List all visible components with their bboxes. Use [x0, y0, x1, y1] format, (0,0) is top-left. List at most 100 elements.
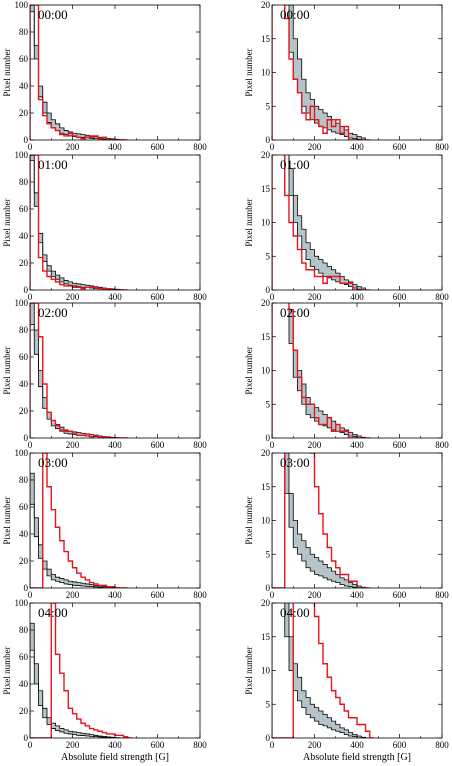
- y-tick-label: 5: [266, 101, 271, 111]
- x-axis-label: Absolute field strength [G]: [61, 752, 169, 763]
- y-tick-label: 15: [261, 632, 271, 642]
- x-tick-label: 800: [435, 292, 449, 302]
- y-axis-label: Pixel number: [244, 646, 254, 694]
- y-tick-label: 5: [266, 699, 271, 709]
- y-tick-label: 80: [19, 325, 29, 335]
- band-lower-line: [30, 649, 132, 738]
- red-histogram: [272, 603, 374, 738]
- x-tick-label: 800: [435, 740, 449, 750]
- y-tick-label: 10: [261, 68, 271, 78]
- x-tick-label: 0: [270, 590, 275, 600]
- x-tick-label: 400: [350, 142, 364, 152]
- x-tick-label: 800: [193, 142, 207, 152]
- y-tick-label: 80: [19, 625, 29, 635]
- band-upper-line: [272, 453, 370, 588]
- y-tick-label: 0: [24, 433, 29, 443]
- x-tick-label: 800: [193, 292, 207, 302]
- band-fill: [284, 603, 374, 738]
- y-axis-label: Pixel number: [244, 496, 254, 544]
- y-tick-label: 40: [19, 81, 29, 91]
- y-tick-label: 100: [15, 598, 29, 608]
- x-tick-label: 200: [66, 440, 80, 450]
- red-histogram: [30, 155, 128, 290]
- y-tick-label: 5: [266, 549, 271, 559]
- band-fill: [289, 155, 370, 290]
- time-label: 02:00: [280, 305, 310, 320]
- y-tick-label: 15: [261, 184, 271, 194]
- x-tick-label: 200: [308, 142, 322, 152]
- y-tick-label: 20: [261, 150, 271, 160]
- y-tick-label: 15: [261, 34, 271, 44]
- x-tick-label: 800: [435, 590, 449, 600]
- y-tick-label: 60: [19, 54, 29, 64]
- x-tick-label: 800: [435, 440, 449, 450]
- x-tick-label: 400: [350, 440, 364, 450]
- y-tick-label: 100: [15, 298, 29, 308]
- y-tick-label: 100: [15, 448, 29, 458]
- band-lower-line: [30, 324, 128, 438]
- axes-frame: [29, 154, 201, 291]
- x-tick-label: 200: [308, 292, 322, 302]
- x-tick-label: 400: [350, 292, 364, 302]
- y-tick-label: 0: [266, 135, 271, 145]
- y-tick-label: 40: [19, 679, 29, 689]
- y-axis-label: Pixel number: [244, 48, 254, 96]
- y-tick-label: 100: [15, 0, 29, 10]
- band-fill: [284, 5, 370, 140]
- x-tick-label: 0: [270, 740, 275, 750]
- y-tick-label: 100: [15, 150, 29, 160]
- time-label: 04:00: [38, 605, 68, 620]
- y-tick-label: 20: [261, 0, 271, 10]
- panel-0400-zoom: 0 200 400 600 800 0 5 10 15 20 Pixel number 04:00 Ab…: [244, 598, 449, 763]
- x-tick-label: 600: [151, 142, 165, 152]
- band-lower-line: [30, 11, 128, 140]
- y-tick-label: 20: [261, 298, 271, 308]
- y-axis-label: Pixel number: [2, 346, 12, 394]
- y-axis-label: Pixel number: [2, 646, 12, 694]
- time-label: 03:00: [280, 455, 310, 470]
- y-tick-label: 5: [266, 399, 271, 409]
- x-tick-label: 600: [393, 440, 407, 450]
- x-tick-label: 400: [108, 142, 122, 152]
- x-tick-label: 0: [28, 292, 33, 302]
- y-tick-label: 40: [19, 231, 29, 241]
- panel-0200-zoom: 0 200 400 600 800 0 5 10 15 20 Pixel number 02:00: [244, 298, 449, 450]
- x-tick-label: 600: [151, 740, 165, 750]
- x-axis-label: Absolute field strength [G]: [303, 752, 411, 763]
- panel-0200-full: 0 200 400 600 800 0 20 40 60 80 100 Pixel number 02:…: [2, 298, 207, 450]
- y-tick-label: 80: [19, 177, 29, 187]
- panel-0100-full: 0 200 400 600 800 0 20 40 60 80 100 Pixel number 01:…: [2, 150, 207, 302]
- band-fill: [30, 5, 128, 140]
- y-tick-label: 10: [261, 366, 271, 376]
- y-axis-label: Pixel number: [244, 346, 254, 394]
- y-tick-label: 20: [261, 598, 271, 608]
- y-tick-label: 40: [19, 379, 29, 389]
- x-tick-label: 200: [66, 142, 80, 152]
- y-tick-label: 40: [19, 529, 29, 539]
- y-tick-label: 0: [266, 285, 271, 295]
- y-axis-label: Pixel number: [2, 198, 12, 246]
- x-tick-label: 600: [151, 292, 165, 302]
- red-histogram: [272, 5, 370, 140]
- y-tick-label: 0: [266, 733, 271, 743]
- x-tick-label: 0: [28, 440, 33, 450]
- time-label: 01:00: [38, 157, 68, 172]
- x-tick-label: 600: [151, 590, 165, 600]
- y-tick-label: 60: [19, 204, 29, 214]
- band-fill: [284, 453, 370, 588]
- x-tick-label: 600: [151, 440, 165, 450]
- y-tick-label: 10: [261, 218, 271, 228]
- band-upper-line: [30, 622, 132, 738]
- x-tick-label: 200: [308, 440, 322, 450]
- panel-0000-full: 0 200 400 600 800 0 20 40 60 80 100 Pixel number 00:…: [2, 0, 207, 152]
- y-tick-label: 80: [19, 475, 29, 485]
- panel-0300-full: 0 200 400 600 800 0 20 40 60 80 100 Pixel number 03:…: [2, 448, 207, 600]
- y-tick-label: 0: [266, 433, 271, 443]
- x-tick-label: 400: [108, 740, 122, 750]
- time-label: 00:00: [280, 7, 310, 22]
- y-tick-label: 20: [19, 108, 29, 118]
- x-tick-label: 600: [393, 292, 407, 302]
- y-tick-label: 10: [261, 516, 271, 526]
- x-tick-label: 0: [28, 590, 33, 600]
